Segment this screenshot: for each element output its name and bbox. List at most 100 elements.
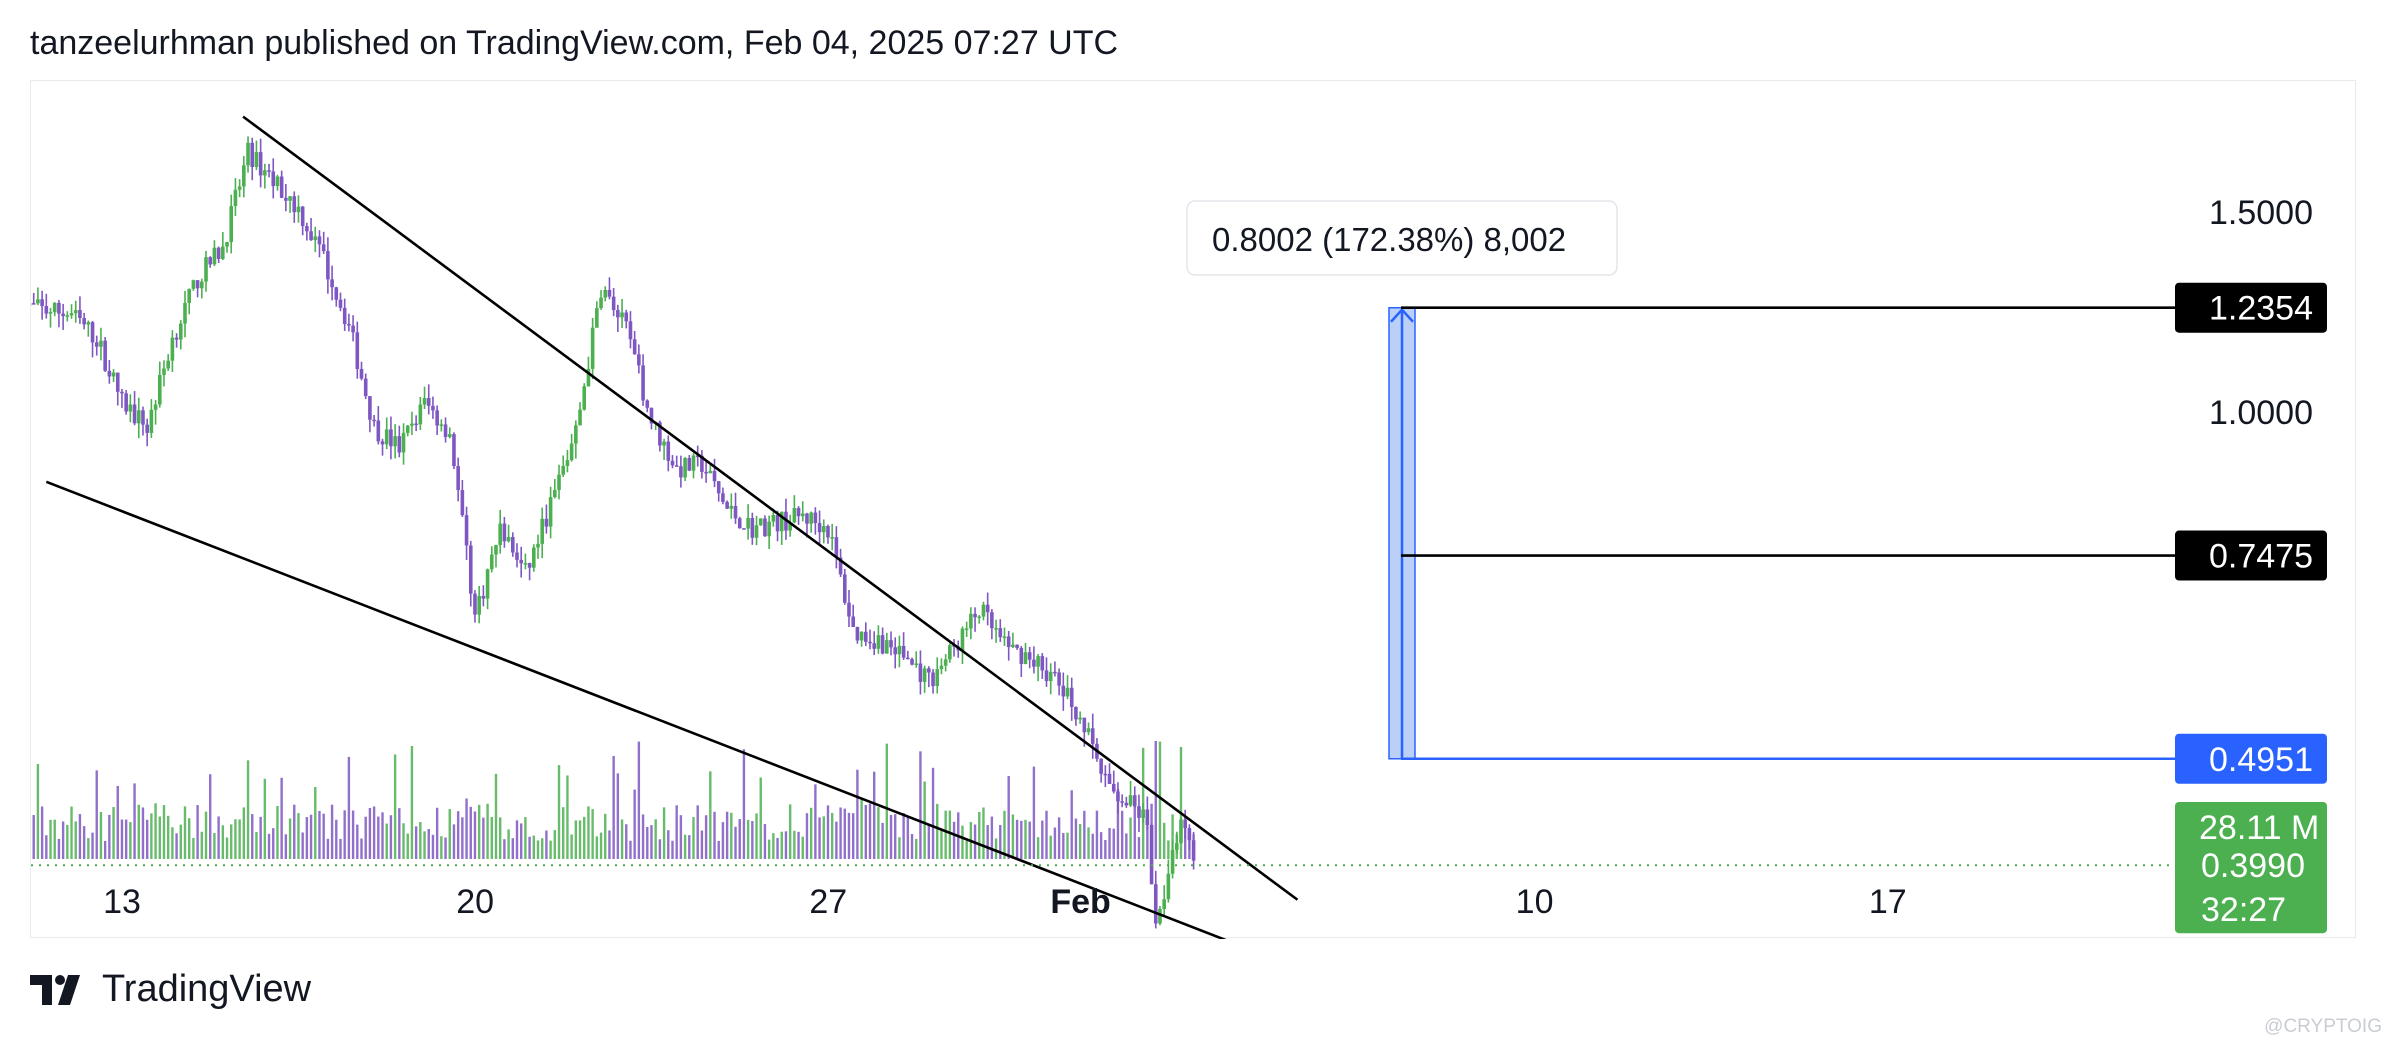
candle[interactable] (931, 669, 935, 694)
candle[interactable] (553, 479, 557, 499)
candle[interactable] (595, 301, 599, 328)
candle[interactable] (935, 657, 940, 694)
candle[interactable] (468, 540, 473, 607)
candle[interactable] (221, 232, 225, 261)
candle[interactable] (128, 394, 133, 423)
candle[interactable] (515, 543, 519, 568)
candle[interactable] (397, 425, 402, 458)
candle[interactable] (1069, 677, 1074, 721)
candle[interactable] (729, 493, 734, 519)
candle[interactable] (637, 344, 641, 374)
candle[interactable] (426, 384, 431, 415)
candle[interactable] (149, 399, 154, 438)
candle[interactable] (939, 658, 944, 675)
candle[interactable] (254, 140, 259, 171)
candle[interactable] (347, 313, 351, 332)
candle[interactable] (1019, 645, 1024, 678)
candle[interactable] (574, 420, 578, 459)
candle[interactable] (166, 354, 170, 371)
candle[interactable] (225, 241, 229, 253)
candle[interactable] (460, 480, 465, 517)
candle[interactable] (271, 158, 276, 199)
candle[interactable] (834, 526, 839, 569)
candle[interactable] (187, 288, 191, 315)
candle[interactable] (1116, 782, 1120, 814)
candle[interactable] (384, 417, 389, 450)
candle[interactable] (275, 174, 280, 191)
candle[interactable] (666, 435, 671, 472)
candle[interactable] (885, 632, 889, 654)
candle[interactable] (712, 458, 717, 488)
candle[interactable] (380, 438, 385, 456)
candle[interactable] (985, 592, 990, 626)
candle[interactable] (922, 665, 927, 693)
candle[interactable] (750, 512, 755, 545)
candle[interactable] (683, 457, 687, 482)
candle[interactable] (914, 651, 919, 668)
candle[interactable] (792, 495, 797, 524)
candle[interactable] (195, 280, 200, 298)
candle[interactable] (1145, 796, 1150, 830)
candle[interactable] (805, 512, 809, 538)
candle[interactable] (1078, 711, 1082, 724)
candle[interactable] (569, 433, 574, 462)
candle[interactable] (258, 138, 263, 188)
candle[interactable] (1090, 713, 1095, 759)
candle[interactable] (65, 311, 70, 322)
candle[interactable] (111, 369, 116, 382)
candle[interactable] (456, 457, 460, 502)
candle[interactable] (233, 178, 238, 216)
candle[interactable] (943, 654, 948, 672)
candle[interactable] (1179, 817, 1183, 844)
candle[interactable] (775, 510, 780, 542)
candle[interactable] (250, 137, 255, 181)
candle[interactable] (1111, 770, 1116, 794)
candle[interactable] (414, 415, 418, 432)
candle[interactable] (960, 626, 965, 665)
candle[interactable] (267, 163, 271, 178)
candle[interactable] (998, 619, 1003, 642)
candle[interactable] (86, 320, 91, 337)
candle[interactable] (716, 480, 721, 502)
candle[interactable] (418, 396, 423, 430)
candle[interactable] (305, 222, 309, 241)
candle[interactable] (489, 546, 494, 573)
candle[interactable] (342, 298, 347, 331)
candle[interactable] (906, 650, 910, 660)
candle[interactable] (977, 615, 982, 624)
candle[interactable] (368, 396, 372, 433)
candle[interactable] (124, 390, 128, 415)
candle[interactable] (359, 361, 364, 381)
candle[interactable] (452, 432, 456, 470)
candle[interactable] (754, 515, 759, 546)
candle[interactable] (817, 510, 822, 545)
candle[interactable] (1149, 823, 1154, 885)
candle[interactable] (695, 445, 700, 467)
candle[interactable] (624, 309, 629, 329)
candle[interactable] (1137, 794, 1141, 833)
candle[interactable] (1162, 885, 1166, 916)
candle[interactable] (174, 333, 179, 348)
candle[interactable] (157, 361, 162, 408)
candle[interactable] (153, 399, 158, 425)
candle[interactable] (61, 303, 65, 330)
candle[interactable] (200, 278, 204, 299)
candle[interactable] (363, 373, 368, 400)
candle[interactable] (338, 292, 343, 312)
candle[interactable] (389, 416, 393, 460)
candle[interactable] (1057, 668, 1061, 696)
candle[interactable] (1170, 839, 1175, 879)
candle[interactable] (948, 643, 952, 663)
candle[interactable] (893, 637, 898, 669)
candle[interactable] (1166, 859, 1171, 903)
candle[interactable] (847, 589, 851, 628)
candle[interactable] (317, 230, 322, 258)
candle[interactable] (540, 507, 545, 559)
candle[interactable] (616, 304, 620, 332)
candle[interactable] (1103, 765, 1108, 788)
candle[interactable] (952, 639, 956, 657)
candle[interactable] (721, 487, 725, 505)
candle[interactable] (334, 286, 339, 307)
candle[interactable] (439, 419, 444, 432)
candle[interactable] (498, 509, 502, 554)
